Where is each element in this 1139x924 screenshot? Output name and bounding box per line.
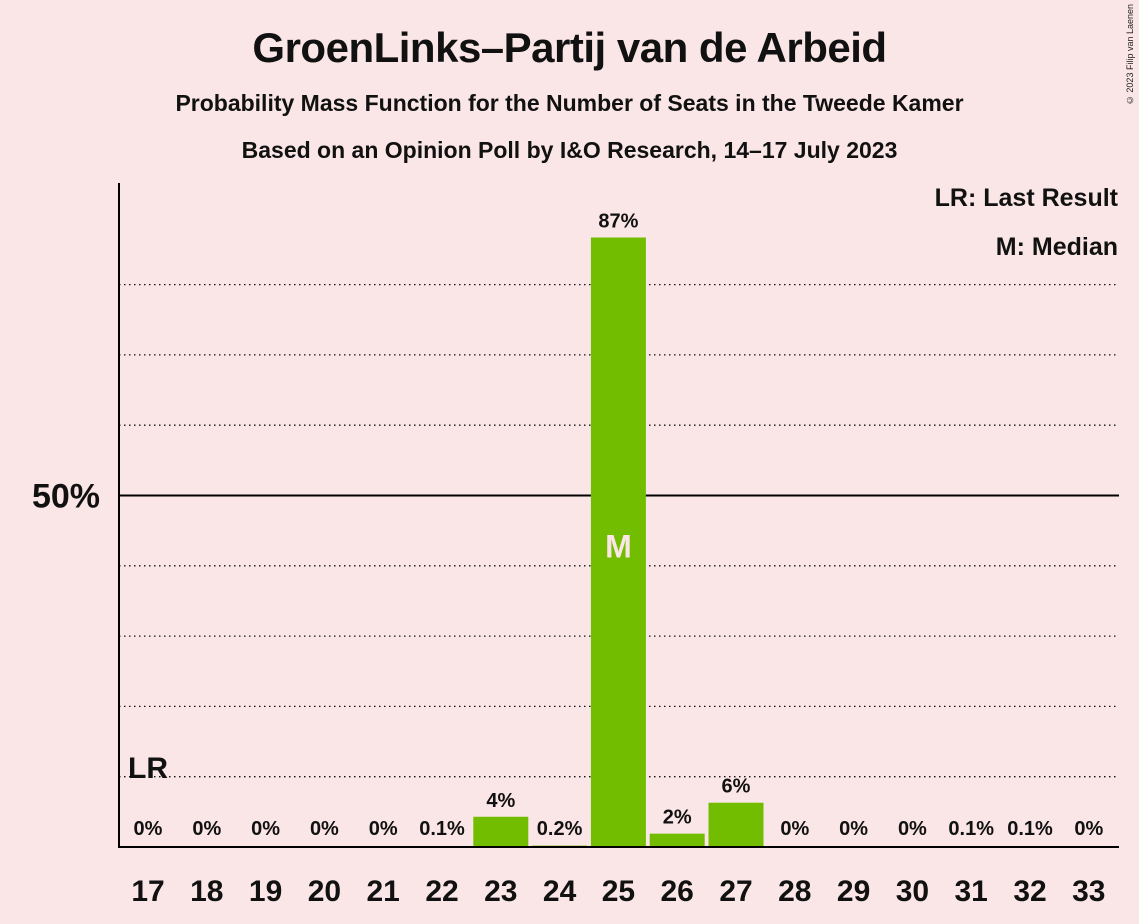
legend-median: M: Median <box>995 233 1118 261</box>
data-label-17: 0% <box>134 818 163 840</box>
data-label-30: 0% <box>898 818 927 840</box>
x-tick-33: 33 <box>1072 875 1105 908</box>
chart-subtitle: Probability Mass Function for the Number… <box>175 90 964 116</box>
last-result-marker: LR <box>128 752 168 785</box>
x-tick-18: 18 <box>190 875 223 908</box>
x-tick-19: 19 <box>249 875 282 908</box>
x-tick-20: 20 <box>308 875 341 908</box>
bar-27 <box>708 802 764 847</box>
bars <box>414 237 1058 847</box>
data-label-19: 0% <box>251 818 280 840</box>
x-tick-32: 32 <box>1013 875 1046 908</box>
x-tick-28: 28 <box>778 875 811 908</box>
data-label-21: 0% <box>369 818 398 840</box>
data-label-31: 0.1% <box>948 818 994 840</box>
x-tick-29: 29 <box>837 875 870 908</box>
y-tick-50: 50% <box>32 478 100 516</box>
data-labels: 0% 0% 0% 0% 0% 0.1% 4% 0.2% 87% 2% 6% 0% 0% 0% 0.1% 0.1… <box>128 210 1103 840</box>
data-label-18: 0% <box>192 818 221 840</box>
data-label-27: 6% <box>722 776 751 798</box>
data-label-22: 0.1% <box>419 818 465 840</box>
x-tick-26: 26 <box>661 875 694 908</box>
x-tick-30: 30 <box>896 875 929 908</box>
x-tick-22: 22 <box>425 875 458 908</box>
x-tick-31: 31 <box>955 875 988 908</box>
x-tick-labels: 17 18 19 20 21 22 23 24 25 26 27 28 29 30 31 32 33 <box>131 875 1105 908</box>
chart-title: GroenLinks–Partij van de Arbeid <box>252 24 887 71</box>
bar-26 <box>649 833 705 847</box>
x-tick-25: 25 <box>602 875 635 908</box>
median-marker: M <box>605 529 632 565</box>
x-tick-24: 24 <box>543 875 577 908</box>
chart-source: Based on an Opinion Poll by I&O Research… <box>241 137 898 163</box>
data-label-29: 0% <box>839 818 868 840</box>
axes <box>118 183 1119 848</box>
bar-23 <box>473 816 529 847</box>
x-tick-23: 23 <box>484 875 517 908</box>
bar-25 <box>590 237 646 847</box>
data-label-25: 87% <box>598 210 638 232</box>
x-tick-27: 27 <box>719 875 752 908</box>
x-tick-17: 17 <box>131 875 164 908</box>
data-label-23: 4% <box>486 790 515 812</box>
data-label-28: 0% <box>780 818 809 840</box>
legend-last-result: LR: Last Result <box>934 184 1118 212</box>
data-label-20: 0% <box>310 818 339 840</box>
y-tick-labels: 50% <box>32 478 100 516</box>
data-label-26: 2% <box>663 807 692 829</box>
data-label-33: 0% <box>1074 818 1103 840</box>
data-label-24: 0.2% <box>537 818 583 840</box>
x-tick-21: 21 <box>367 875 400 908</box>
data-label-32: 0.1% <box>1007 818 1053 840</box>
